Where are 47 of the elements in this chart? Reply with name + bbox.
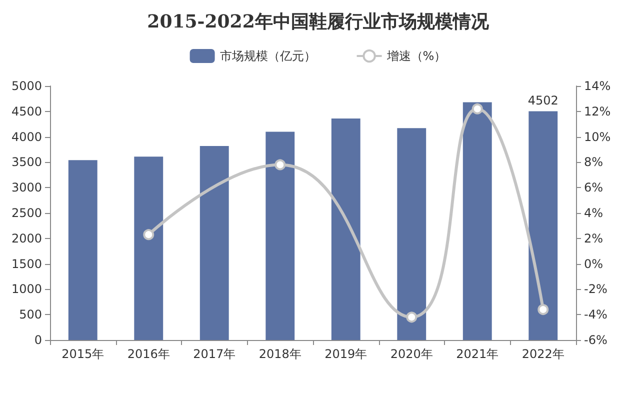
point bbox=[143, 229, 154, 240]
y-tick-label: 1000 bbox=[11, 282, 42, 296]
y2-tick-label: 12% bbox=[584, 104, 611, 118]
y-tick-label: 1500 bbox=[11, 256, 42, 271]
y2-tick-label: 4% bbox=[584, 206, 604, 220]
x-tick-label: 2022年 bbox=[522, 347, 564, 361]
bar bbox=[528, 111, 558, 340]
y-tick-label: 3500 bbox=[11, 155, 42, 170]
y-tick-label: 2500 bbox=[11, 206, 42, 220]
x-tick-label: 2019年 bbox=[324, 347, 368, 361]
y2-tick-label: 10% bbox=[584, 130, 611, 144]
y-tick-label: 4000 bbox=[11, 130, 42, 144]
y2-tick-label: 8% bbox=[584, 155, 604, 170]
data-label: 4502 bbox=[528, 93, 558, 108]
bar bbox=[68, 160, 98, 340]
x-tick-label: 2020年 bbox=[390, 347, 433, 361]
x-tick-label: 2015年 bbox=[62, 347, 104, 361]
y-tick-label: 2000 bbox=[11, 231, 42, 246]
legend-label: 增速（%） bbox=[386, 49, 446, 63]
y-tick-label: 500 bbox=[19, 308, 42, 322]
x-tick-label: 2017年 bbox=[193, 347, 236, 361]
y2-tick-label: 0% bbox=[584, 256, 604, 271]
chart-title: 2015-2022年中国鞋履行业市场规模情况 bbox=[147, 12, 490, 32]
y2-tick-label: 2% bbox=[584, 231, 604, 246]
point bbox=[406, 312, 418, 323]
point bbox=[274, 159, 286, 170]
y-tick-label: 0 bbox=[34, 333, 42, 347]
y2-tick-label: -2% bbox=[584, 282, 608, 296]
x-tick-label: 2016年 bbox=[127, 347, 170, 361]
bar bbox=[397, 128, 426, 340]
x-tick-label: 2021年 bbox=[456, 347, 499, 361]
y2-tick-label: 6% bbox=[584, 180, 604, 195]
bar bbox=[462, 102, 492, 340]
bar bbox=[200, 146, 229, 340]
y-tick-label: 5000 bbox=[11, 79, 42, 93]
point bbox=[538, 304, 549, 316]
point bbox=[472, 103, 483, 114]
bar bbox=[266, 132, 295, 340]
legend-label: 市场规模（亿元） bbox=[220, 49, 316, 63]
x-tick-label: 2018年 bbox=[258, 347, 302, 361]
y-tick-label: 4500 bbox=[11, 104, 42, 118]
y-tick-label: 3000 bbox=[11, 180, 42, 195]
bar bbox=[331, 118, 360, 340]
y2-tick-label: -6% bbox=[584, 333, 608, 347]
y2-tick-label: -4% bbox=[584, 308, 608, 322]
y2-tick-label: 14% bbox=[584, 79, 611, 93]
bar bbox=[134, 156, 164, 340]
